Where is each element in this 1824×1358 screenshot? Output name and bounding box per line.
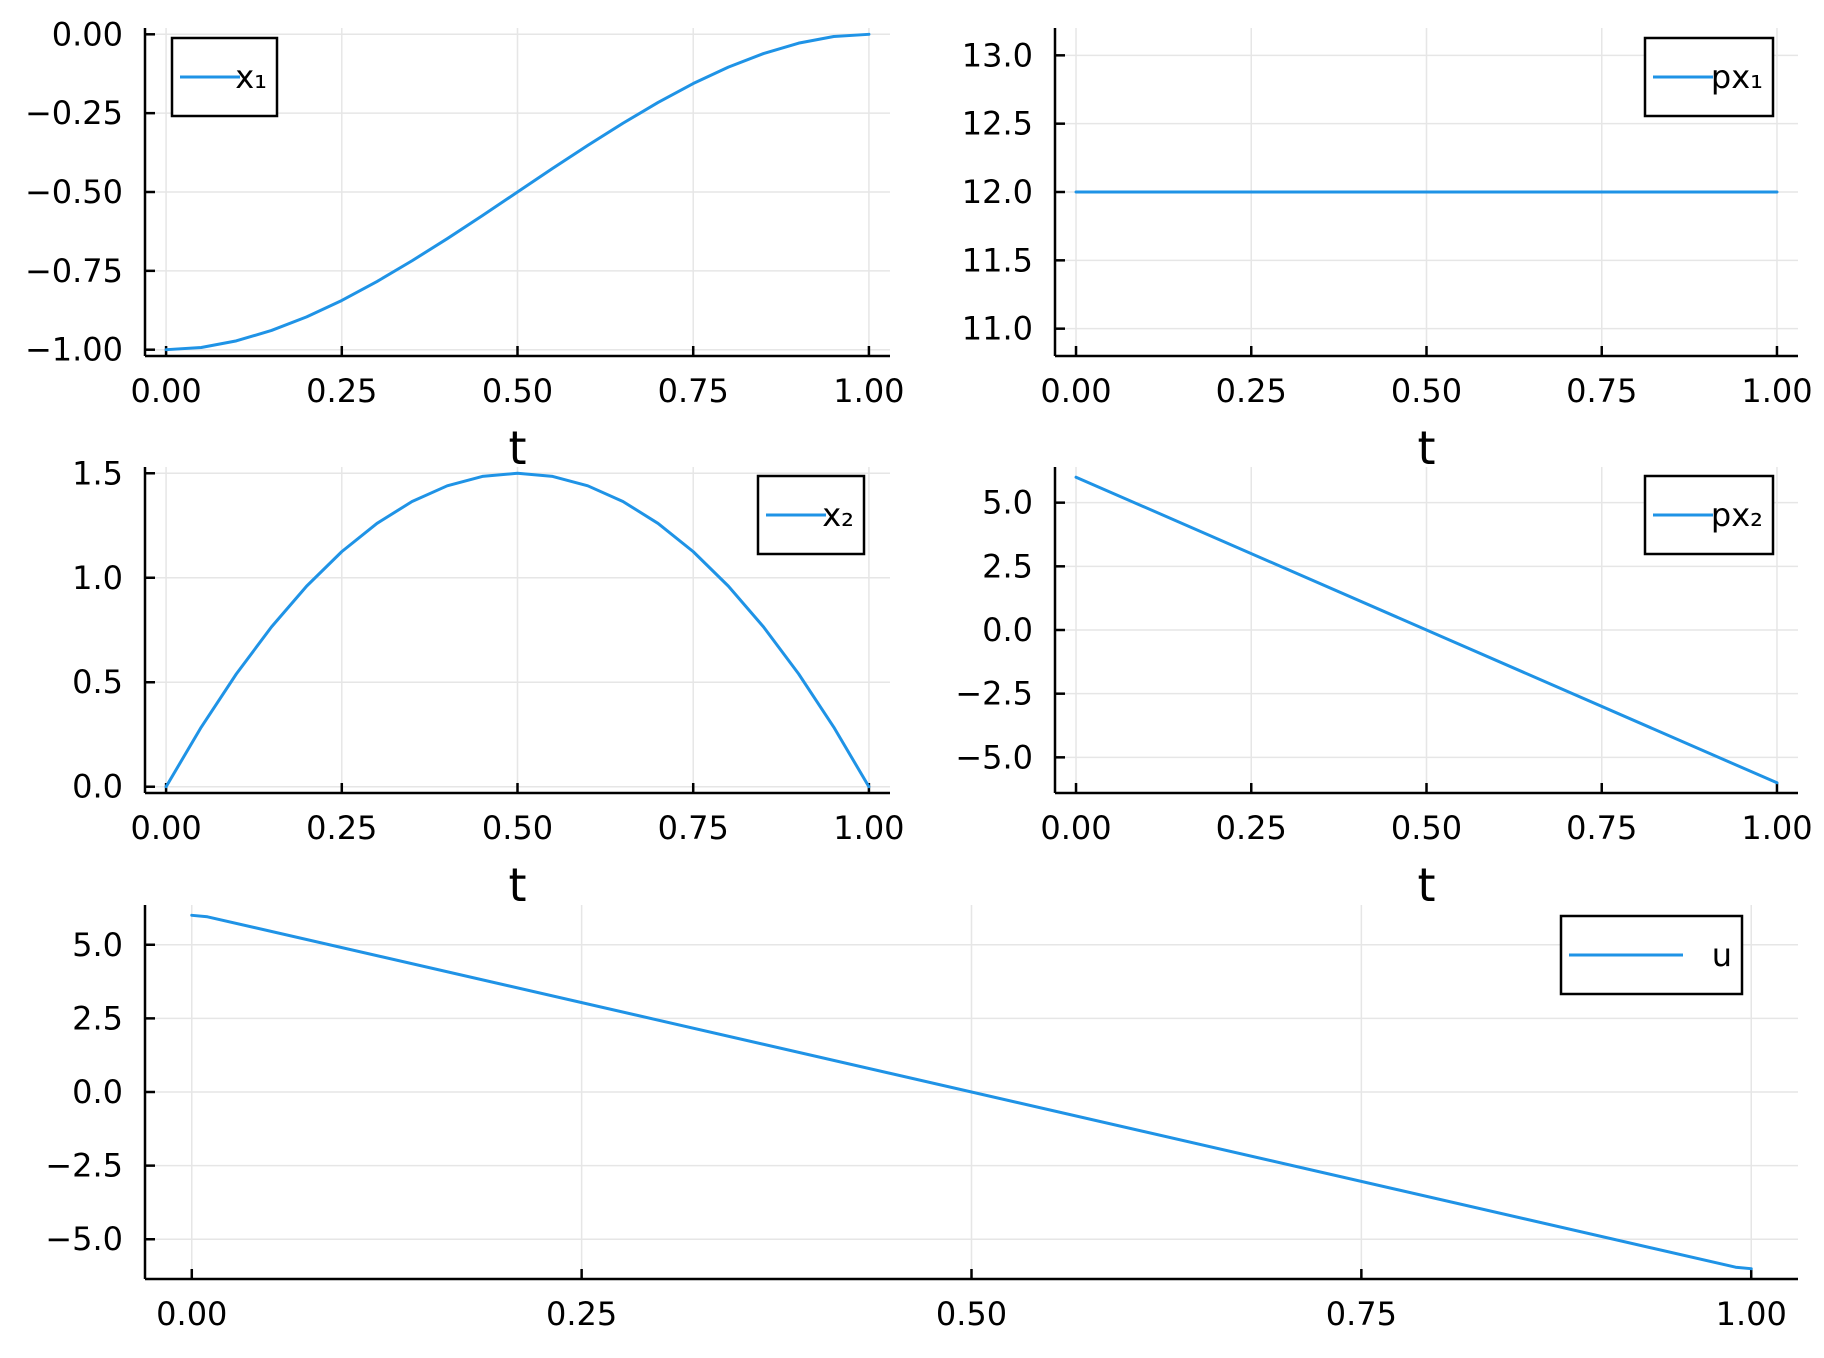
subplot-4: 0.00 0.25 0.50 0.75 1.00 5.0 2.5 0.0 −2.5 −5.0 t px… bbox=[955, 467, 1813, 912]
y-tick-label: 0.0 bbox=[72, 1073, 123, 1111]
x-tick-label: 0.50 bbox=[1391, 809, 1462, 847]
y-tick-label: −2.5 bbox=[955, 675, 1033, 713]
legend-label: x₁ bbox=[235, 58, 267, 96]
x-axis-title: t bbox=[1417, 858, 1435, 912]
y-tick-label: 11.5 bbox=[962, 241, 1033, 279]
legend-label: px₂ bbox=[1711, 496, 1763, 534]
series-line-1 bbox=[164, 32, 871, 352]
x-tick-label: 1.00 bbox=[1741, 809, 1812, 847]
subplot-3: 0.00 0.25 0.50 0.75 1.00 1.5 1.0 0.5 0.0 t x₂ bbox=[72, 454, 904, 912]
x-tick-label: 0.00 bbox=[156, 1295, 227, 1333]
y-tick-label: 12.0 bbox=[962, 173, 1033, 211]
x-tick-label: 0.00 bbox=[130, 809, 201, 847]
legend-label: px₁ bbox=[1711, 58, 1763, 96]
legend: px₁ bbox=[1643, 36, 1775, 118]
x-tick-label: 1.00 bbox=[1716, 1295, 1787, 1333]
x-tick-label: 0.00 bbox=[1040, 809, 1111, 847]
y-tick-label: 0.0 bbox=[72, 768, 123, 806]
y-tick-label: 2.5 bbox=[982, 547, 1033, 585]
y-tick-label: 12.5 bbox=[962, 105, 1033, 143]
legend: x₁ bbox=[170, 36, 279, 118]
y-tick-label: 1.5 bbox=[72, 454, 123, 492]
x-tick-label: 0.75 bbox=[1566, 372, 1637, 410]
x-tick-label: 1.00 bbox=[833, 372, 904, 410]
subplot-2: 0.00 0.25 0.50 0.75 1.00 13.0 12.5 12.0 11.5 11.0… bbox=[962, 28, 1813, 475]
y-tick-label: 0.5 bbox=[72, 663, 123, 701]
x-tick-label: 0.00 bbox=[130, 372, 201, 410]
legend-label: u bbox=[1712, 936, 1732, 974]
x-tick-label: 0.50 bbox=[936, 1295, 1007, 1333]
x-tick-label: 0.00 bbox=[1040, 372, 1111, 410]
y-tick-label: −0.75 bbox=[25, 252, 123, 290]
series-line-1 bbox=[1074, 475, 1779, 785]
y-tick-label: 2.5 bbox=[72, 999, 123, 1037]
legend: u bbox=[1559, 914, 1744, 996]
x-tick-label: 0.25 bbox=[306, 372, 377, 410]
x-tick-label: 0.25 bbox=[546, 1295, 617, 1333]
y-tick-label: 0.0 bbox=[982, 611, 1033, 649]
x-tick-label: 0.75 bbox=[658, 372, 729, 410]
y-tick-label: −0.50 bbox=[25, 173, 123, 211]
x-axis-title: t bbox=[508, 858, 526, 912]
y-tick-label: −5.0 bbox=[45, 1220, 123, 1258]
legend-label: x₂ bbox=[822, 496, 854, 534]
y-tick-label: 0.00 bbox=[52, 15, 123, 53]
x-tick-label: 0.25 bbox=[1216, 372, 1287, 410]
x-tick-label: 1.00 bbox=[1741, 372, 1812, 410]
subplot-1: 0.00 0.25 0.50 0.75 1.00 0.00 −0.25 −0.50 −0.75 −… bbox=[25, 15, 905, 475]
y-tick-label: −5.0 bbox=[955, 738, 1033, 776]
x-tick-label: 0.75 bbox=[1566, 809, 1637, 847]
y-tick-label: 1.0 bbox=[72, 559, 123, 597]
x-tick-label: 0.75 bbox=[1326, 1295, 1397, 1333]
y-tick-label: −2.5 bbox=[45, 1147, 123, 1185]
x-tick-label: 1.00 bbox=[833, 809, 904, 847]
y-tick-label: 13.0 bbox=[962, 36, 1033, 74]
legend: px₂ bbox=[1643, 474, 1775, 556]
subplot-5: 0.00 0.25 0.50 0.75 1.00 5.0 2.5 0.0 −2.5 −5.0 u bbox=[45, 905, 1798, 1333]
x-tick-label: 0.50 bbox=[482, 809, 553, 847]
y-tick-label: 11.0 bbox=[962, 310, 1033, 348]
x-tick-label: 0.50 bbox=[482, 372, 553, 410]
x-tick-label: 0.75 bbox=[658, 809, 729, 847]
y-tick-label: 5.0 bbox=[72, 926, 123, 964]
x-axis-title: t bbox=[1417, 421, 1435, 475]
x-tick-label: 0.50 bbox=[1391, 372, 1462, 410]
series-line-1 bbox=[190, 913, 1753, 1271]
x-tick-label: 0.25 bbox=[306, 809, 377, 847]
x-tick-label: 0.25 bbox=[1216, 809, 1287, 847]
y-tick-label: 5.0 bbox=[982, 484, 1033, 522]
y-tick-label: −1.00 bbox=[25, 331, 123, 369]
y-tick-label: −0.25 bbox=[25, 94, 123, 132]
series-line-1 bbox=[164, 471, 871, 789]
x-axis-title: t bbox=[508, 421, 526, 475]
legend: x₂ bbox=[756, 474, 866, 556]
